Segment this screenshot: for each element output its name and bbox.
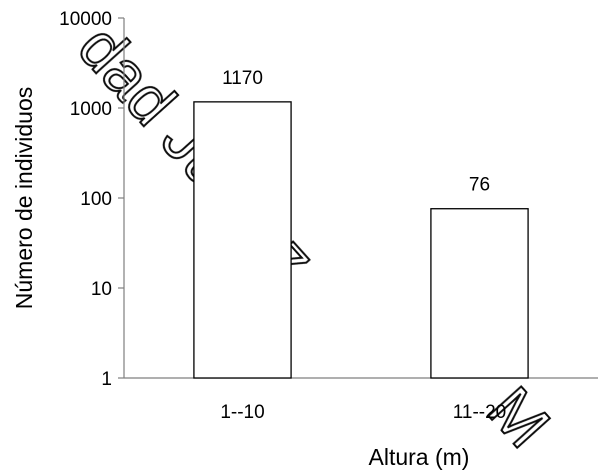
data-labels: 1170 76 [222,68,490,196]
x-tick-label-1: 11--20 [453,402,507,423]
bar-1 [430,208,529,379]
x-axis-title: Altura (m) [369,444,470,470]
y-tick-label-1: 10 [91,279,112,300]
y-ticks: 1 10 100 1000 10000 [59,9,124,390]
y-tick-label-0: 1 [101,369,112,390]
data-label-1: 76 [469,175,490,196]
bar-0 [193,101,292,379]
y-axis-title: Número de individuos [11,87,37,309]
y-tick-label-3: 1000 [70,99,112,120]
data-label-0: 1170 [222,68,263,89]
y-tick-label-4: 10000 [59,9,112,30]
bars [193,101,529,379]
y-tick-label-2: 100 [80,189,112,210]
x-tick-labels: 1--10 11--20 [220,402,506,423]
x-tick-label-0: 1--10 [220,402,264,423]
